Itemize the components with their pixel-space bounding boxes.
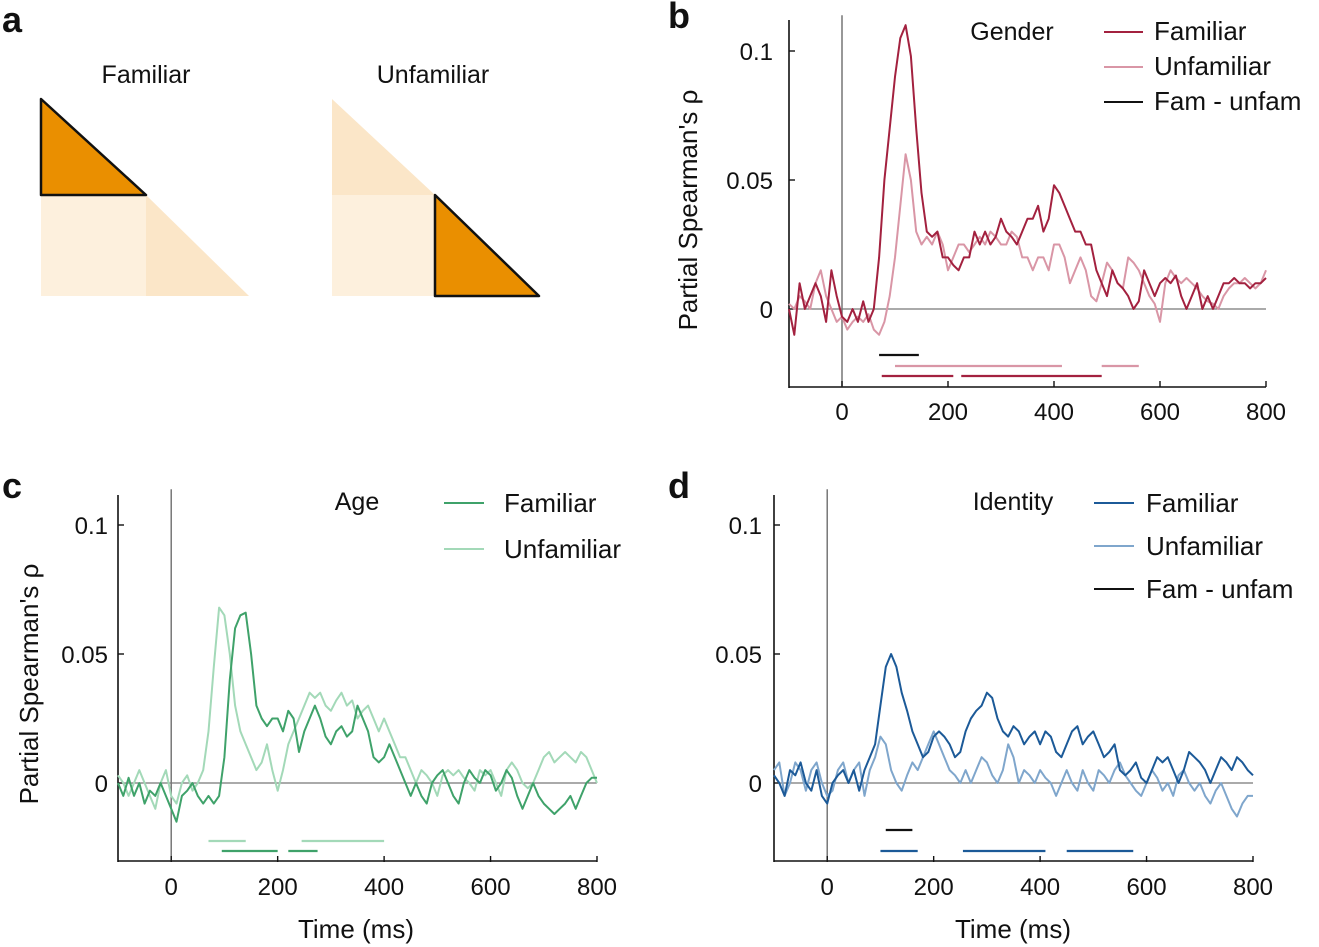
x-tick-label: 200 — [914, 874, 954, 901]
x-tick-label: 600 — [1140, 399, 1180, 426]
legend-label-familiar: Familiar — [504, 488, 597, 518]
y-tick-label: 0 — [95, 771, 108, 798]
y-axis-label: Partial Spearman's ρ — [673, 90, 703, 331]
legend: Familiar Unfamiliar — [444, 488, 621, 564]
unfamiliar-schematic-label: Unfamiliar — [377, 61, 490, 89]
panel-letter-a: a — [2, 0, 23, 40]
legend-label-unfamiliar: Unfamiliar — [1154, 51, 1271, 81]
x-tick-label: 0 — [835, 399, 848, 426]
legend-label-familiar: Familiar — [1146, 488, 1239, 518]
x-tick-label: 200 — [928, 399, 968, 426]
unfamiliar-highlight-triangle — [433, 193, 541, 298]
x-tick-label: 800 — [577, 874, 617, 901]
familiar-offdiag-block — [41, 195, 146, 296]
legend: Familiar Unfamiliar Fam - unfam — [1094, 488, 1293, 604]
x-tick-label: 800 — [1233, 874, 1273, 901]
unfamiliar-fam-triangle — [332, 99, 435, 195]
y-tick-label: 0.05 — [715, 642, 762, 669]
x-axis-label: Time (ms) — [955, 914, 1071, 944]
series-line-unfamiliar — [788, 153, 1267, 336]
panel-d-identity: d Time (ms) Identity Familiar Unfamiliar… — [668, 465, 1293, 944]
y-tick-label: 0 — [749, 771, 762, 798]
legend-label-fam-unfam: Fam - unfam — [1146, 574, 1293, 604]
chart-title: Gender — [970, 18, 1053, 46]
x-tick-label: 400 — [1034, 399, 1074, 426]
x-tick-label: 800 — [1246, 399, 1286, 426]
familiar-highlight-triangle — [39, 97, 148, 197]
chart-title: Age — [335, 488, 379, 516]
panel-c-age: c Partial Spearman's ρ Time (ms) Age Fam… — [2, 465, 621, 944]
familiar-schematic-label: Familiar — [102, 61, 191, 89]
legend: Familiar Unfamiliar Fam - unfam — [1104, 16, 1301, 116]
y-tick-label: 0.1 — [740, 39, 773, 66]
y-tick-label: 0.05 — [726, 168, 773, 195]
legend-label-unfamiliar: Unfamiliar — [1146, 531, 1263, 561]
unfamiliar-offdiag-block — [332, 195, 435, 296]
chart-title: Identity — [973, 488, 1054, 516]
y-tick-label: 0.05 — [61, 642, 108, 669]
y-tick-label: 0.1 — [729, 513, 762, 540]
series-line-unfamiliar — [117, 606, 598, 810]
x-tick-label: 200 — [258, 874, 298, 901]
panel-letter-c: c — [2, 465, 22, 506]
x-tick-label: 0 — [165, 874, 178, 901]
panel-b-gender: b Partial Spearman's ρ Gender Familiar U… — [668, 0, 1301, 426]
series-line-familiar — [773, 653, 1254, 805]
legend-label-unfamiliar: Unfamiliar — [504, 534, 621, 564]
x-tick-label: 600 — [471, 874, 511, 901]
x-tick-label: 600 — [1127, 874, 1167, 901]
legend-label-fam-unfam: Fam - unfam — [1154, 86, 1301, 116]
y-tick-label: 0.1 — [75, 513, 108, 540]
x-tick-label: 400 — [1020, 874, 1060, 901]
x-axis-label: Time (ms) — [298, 914, 414, 944]
y-tick-label: 0 — [760, 297, 773, 324]
familiar-unfam-triangle — [146, 195, 249, 296]
x-tick-label: 400 — [364, 874, 404, 901]
legend-label-familiar: Familiar — [1154, 16, 1247, 46]
panel-a: a Familiar Unfamiliar — [2, 0, 541, 298]
x-tick-label: 0 — [821, 874, 834, 901]
y-axis-label: Partial Spearman's ρ — [14, 564, 44, 805]
panel-letter-d: d — [668, 465, 690, 506]
series-line-familiar — [788, 24, 1267, 336]
panel-letter-b: b — [668, 0, 690, 36]
series-line-familiar — [117, 611, 597, 823]
